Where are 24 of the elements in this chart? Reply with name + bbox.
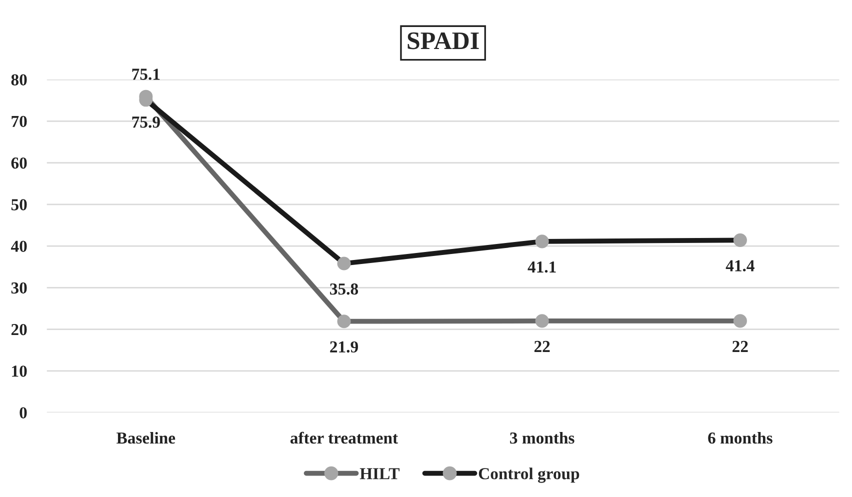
y-tick-label: 50 (11, 199, 27, 210)
data-label: 21.9 (330, 341, 358, 353)
chart-title: SPADI (408, 32, 479, 50)
x-tick-label: 6 months (708, 432, 772, 444)
y-tick-label: 30 (11, 282, 27, 294)
data-label: 75.9 (132, 116, 160, 128)
y-tick-label: 0 (20, 407, 27, 418)
y-tick-label: 70 (12, 116, 27, 128)
data-label: 41.1 (528, 261, 556, 273)
x-tick-label: Baseline (116, 432, 176, 444)
legend-label: HILT (360, 468, 400, 480)
y-tick-label: 40 (10, 240, 27, 252)
data-label: 22 (732, 340, 748, 352)
data-label: 75.1 (132, 68, 160, 80)
x-tick-label: after treatment (290, 432, 398, 444)
x-tick-label: 3 months (510, 432, 574, 444)
data-label: 35.8 (330, 283, 358, 295)
y-tick-label: 80 (11, 74, 27, 86)
data-label: 22 (534, 340, 550, 352)
y-tick-label: 60 (11, 157, 27, 169)
data-label: 41.4 (726, 260, 754, 272)
legend-label: Control group (478, 468, 580, 483)
y-tick-label: 10 (12, 366, 27, 377)
y-tick-label: 20 (11, 324, 27, 336)
